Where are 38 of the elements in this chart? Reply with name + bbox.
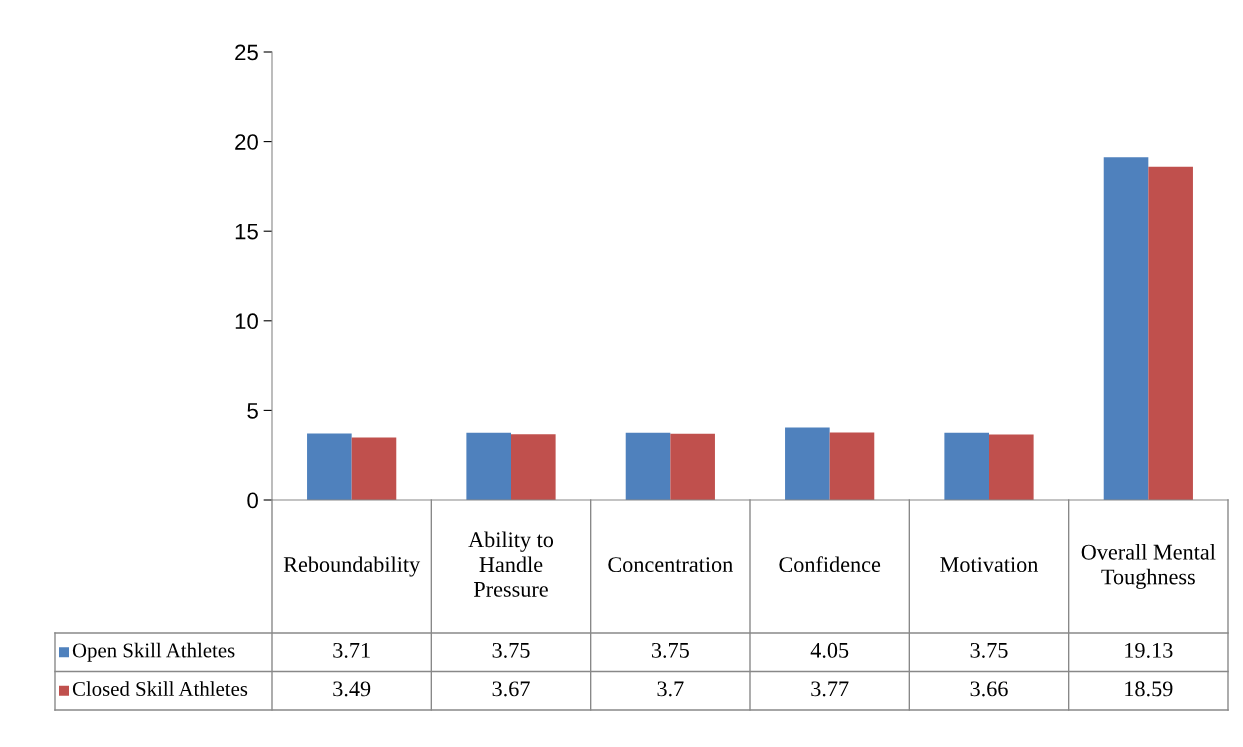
bar — [511, 434, 556, 500]
x-tick-label: Concentration — [608, 557, 733, 573]
bar — [1148, 166, 1193, 500]
data-label: 3.66 — [970, 681, 1008, 697]
bar — [829, 432, 875, 500]
bar — [785, 427, 830, 500]
data-label: 3.49 — [333, 681, 371, 697]
y-tick-label: 25 — [235, 44, 258, 61]
x-tick-label: Confidence — [779, 556, 881, 573]
y-tick-label: 20 — [235, 134, 258, 150]
bar — [307, 433, 352, 500]
legend-label: Open Skill Athletes — [72, 642, 235, 662]
data-label: 3.77 — [811, 681, 849, 697]
data-label: 3.71 — [333, 642, 370, 658]
bar — [670, 433, 715, 500]
data-label: 3.75 — [970, 642, 1008, 658]
data-label: 19.13 — [1125, 642, 1173, 658]
data-label: 3.7 — [657, 681, 684, 697]
bar — [351, 437, 397, 500]
x-tick-label: Overall Mental Toughness — [1081, 544, 1216, 589]
data-label: 3.75 — [492, 642, 530, 658]
data-label: 18.59 — [1125, 681, 1173, 697]
x-tick-label: Motivation — [940, 557, 1039, 573]
x-tick-label: Ability to Handle Pressure — [468, 531, 554, 597]
data-label: 3.67 — [492, 681, 530, 697]
y-tick-label: 10 — [235, 313, 258, 330]
bar — [944, 432, 989, 500]
bar — [466, 432, 511, 500]
data-label: 4.05 — [810, 642, 849, 658]
bar — [1103, 157, 1149, 500]
bar — [625, 432, 671, 500]
bar — [989, 434, 1034, 500]
y-tick-label: 0 — [247, 492, 258, 509]
y-tick-label: 5 — [247, 403, 258, 419]
x-tick-label: Reboundability — [283, 556, 421, 577]
y-tick-label: 15 — [235, 223, 258, 240]
data-label: 3.75 — [651, 642, 689, 658]
legend-label: Closed Skill Athletes — [72, 681, 248, 696]
